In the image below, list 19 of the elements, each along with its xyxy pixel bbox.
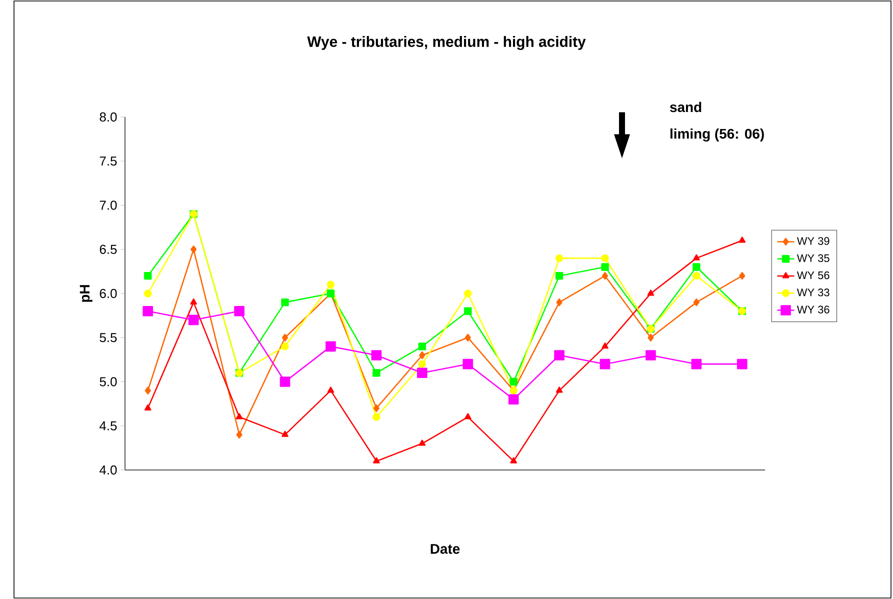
chart-title: Wye - tributaries, medium - high acidity [307, 36, 586, 50]
y-tick-label: 7.0 [100, 200, 117, 210]
y-tick-label: 5.5 [100, 333, 117, 342]
legend-label: WY 33 [796, 288, 830, 296]
text: sand [670, 102, 702, 112]
y-tick-label: 4.5 [100, 421, 117, 430]
y-tick-label: 5.0 [100, 377, 117, 386]
annotation: liming (56: 06) [670, 128, 764, 142]
y-tick-label: 7.5 [100, 156, 117, 166]
legend-label: WY 35 [796, 254, 830, 262]
y-tick-label: 6.0 [100, 288, 117, 298]
legend-label: WY 36 [796, 306, 830, 314]
y-tick-label: 6.5 [100, 244, 117, 254]
x-axis-title: Date [430, 544, 460, 554]
legend-label: WY 39 [796, 237, 830, 245]
y-tick-label: 8.0 [100, 112, 117, 122]
legend-label: WY 56 [796, 271, 830, 280]
y-axis-title: pH [80, 285, 92, 302]
y-tick-label: 4.0 [100, 465, 117, 475]
